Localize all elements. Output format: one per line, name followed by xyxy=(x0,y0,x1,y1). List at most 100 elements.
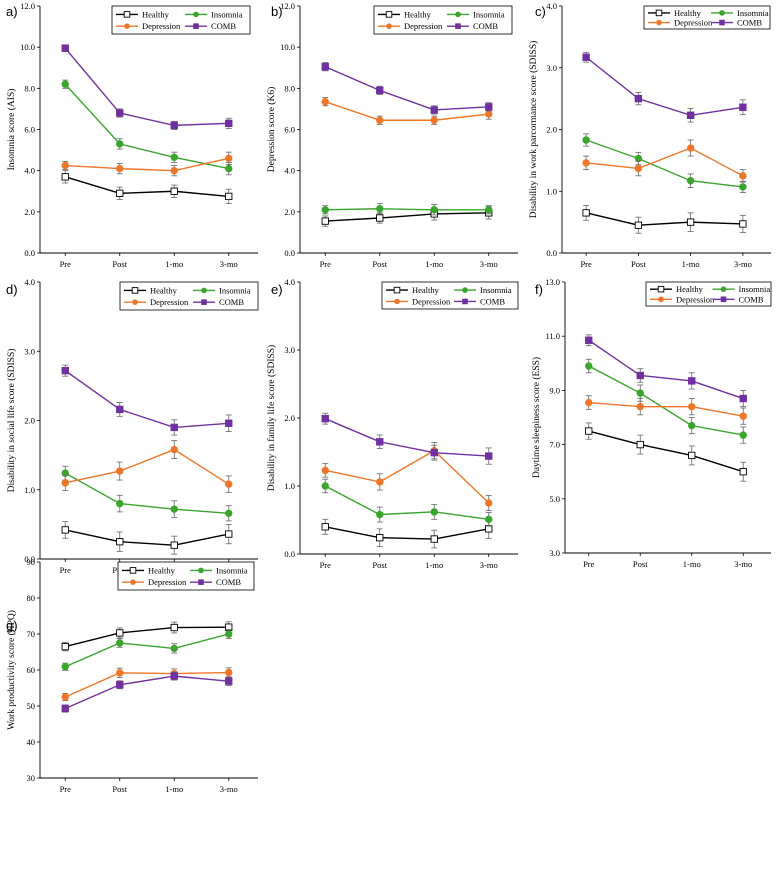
data-point xyxy=(321,414,329,423)
x-tick-label: Pre xyxy=(320,560,332,570)
series-line xyxy=(588,430,744,473)
data-point xyxy=(636,402,644,411)
series-healthy xyxy=(585,422,747,482)
panel-label: f) xyxy=(535,282,543,297)
legend-label: Depression xyxy=(148,577,187,587)
legend: Healthy Insomnia Depression COMB xyxy=(111,5,251,35)
legend-item-insomnia: Insomnia xyxy=(454,285,512,295)
legend-marker xyxy=(132,299,138,305)
legend-item-healthy: Healthy xyxy=(650,284,704,294)
y-tick-label: 50 xyxy=(27,701,36,711)
legend-label: COMB xyxy=(739,294,764,304)
data-point xyxy=(116,164,124,173)
x-tick-label: Pre xyxy=(583,559,595,569)
y-tick-label: 13.0 xyxy=(545,277,560,287)
y-tick-label: 40 xyxy=(27,737,36,747)
y-tick-label: 70 xyxy=(27,629,36,639)
series-line xyxy=(65,626,229,648)
series-line xyxy=(585,139,743,188)
x-tick-label: Post xyxy=(631,259,646,269)
x-tick-label: Post xyxy=(372,259,387,269)
series-line xyxy=(65,157,229,172)
data-point xyxy=(225,154,233,163)
data-point xyxy=(739,394,747,403)
legend-marker xyxy=(462,287,468,293)
legend-item-insomnia: Insomnia xyxy=(190,565,248,575)
legend-marker xyxy=(455,23,461,29)
panel-label: b) xyxy=(271,4,283,19)
series-line xyxy=(325,208,489,211)
data-point xyxy=(116,189,124,197)
data-point xyxy=(61,526,69,534)
legend-marker xyxy=(129,567,137,574)
legend-marker xyxy=(385,11,393,18)
y-tick-label: 4.0 xyxy=(546,1,557,11)
data-point xyxy=(321,206,329,214)
series-comb xyxy=(61,44,233,130)
data-point xyxy=(321,63,329,71)
data-point xyxy=(585,336,593,344)
x-tick-label: 1-mo xyxy=(425,259,443,269)
data-point xyxy=(170,623,178,632)
legend-label: Healthy xyxy=(148,565,176,575)
legend-marker xyxy=(393,286,401,294)
panel-g: g) 30 40 50 60 70 80 90 Pre Post 1-mo 3-mo Work prod… xyxy=(6,557,258,794)
series-line xyxy=(64,370,229,429)
data-point xyxy=(430,535,438,543)
series-depression xyxy=(61,667,233,701)
data-point xyxy=(485,206,493,214)
legend-item-depression: Depression xyxy=(648,18,713,28)
data-point xyxy=(61,704,69,713)
x-tick-label: 1-mo xyxy=(682,259,700,269)
data-point xyxy=(116,681,124,689)
panel-d: d)0.01.02.03.04.0PrePost1-mo3-moDisabili… xyxy=(6,277,259,575)
series-depression xyxy=(61,440,233,493)
legend-marker xyxy=(193,23,199,29)
y-axis-title: Daytime sleepiness score (ESS) xyxy=(531,357,542,478)
y-axis-title: Disability in family life score (SDISS) xyxy=(266,345,277,491)
data-point xyxy=(61,663,69,671)
legend-label: COMB xyxy=(216,577,241,587)
x-tick-label: 1-mo xyxy=(165,259,183,269)
legend-label: Depression xyxy=(142,21,181,31)
data-point xyxy=(739,412,747,420)
data-point xyxy=(225,530,233,538)
data-point xyxy=(170,541,178,549)
legend-item-insomnia: Insomnia xyxy=(185,9,243,19)
y-tick-label: 1.0 xyxy=(284,481,295,491)
legend-marker xyxy=(130,579,136,585)
data-point xyxy=(739,468,747,476)
series-line xyxy=(588,339,744,400)
legend-label: Insomnia xyxy=(739,284,771,294)
legend-label: Insomnia xyxy=(216,565,248,575)
x-tick-label: 3-mo xyxy=(480,259,498,269)
legend-marker xyxy=(719,10,725,16)
series-insomnia xyxy=(61,79,233,176)
y-tick-label: 90 xyxy=(27,557,36,567)
panel-label: a) xyxy=(6,4,18,19)
y-tick-label: 7.0 xyxy=(549,440,560,450)
y-tick-label: 1.0 xyxy=(24,485,35,495)
y-tick-label: 4.0 xyxy=(284,166,295,176)
legend-marker xyxy=(720,286,727,293)
series-line xyxy=(585,212,743,226)
data-point xyxy=(636,371,644,380)
legend-box xyxy=(373,5,513,35)
data-point xyxy=(376,438,384,446)
series-line xyxy=(65,176,229,198)
legend-item-healthy: Healthy xyxy=(386,285,440,295)
legend-box xyxy=(381,281,519,310)
x-tick-label: 3-mo xyxy=(734,559,752,569)
data-point xyxy=(430,206,438,214)
legend-item-depression: Depression xyxy=(124,297,189,307)
series-line xyxy=(64,675,229,710)
legend-item-insomnia: Insomnia xyxy=(193,285,251,295)
legend-item-depression: Depression xyxy=(122,577,187,587)
legend-marker xyxy=(123,11,131,18)
data-point xyxy=(61,161,69,170)
legend-label: Insomnia xyxy=(473,9,505,19)
series-healthy xyxy=(61,621,233,652)
data-point xyxy=(739,183,747,191)
data-point xyxy=(170,644,178,653)
